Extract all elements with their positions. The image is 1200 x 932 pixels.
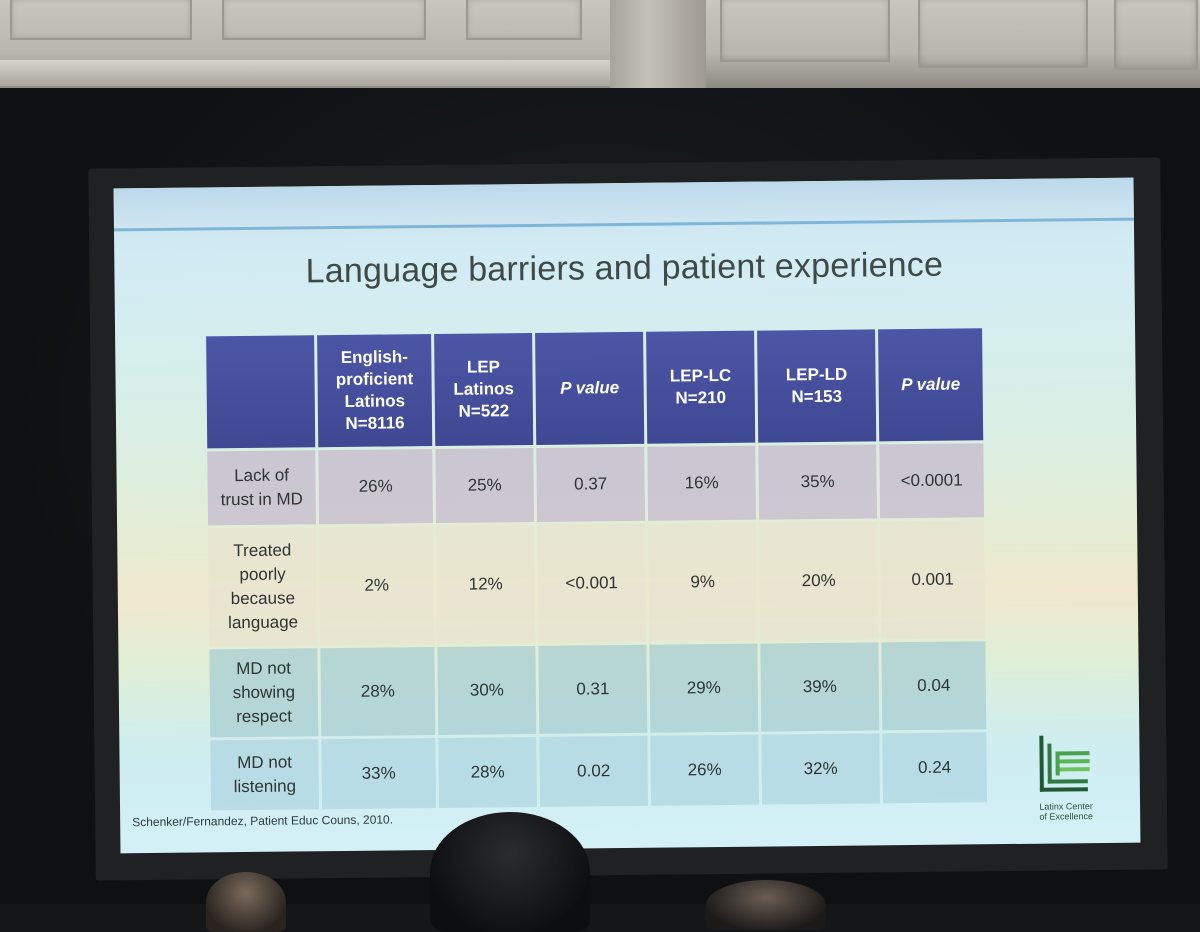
table-cell: 12% — [436, 524, 536, 644]
citation: Schenker/Fernandez, Patient Educ Couns, … — [132, 812, 394, 830]
header-label: LEP Latinos N=522 — [453, 357, 514, 421]
header-label: English- proficient Latinos N=8116 — [335, 347, 414, 433]
table-cell: 32% — [761, 733, 881, 805]
header-label: LEP-LD N=153 — [785, 364, 848, 407]
row-label: Treated poorly because language — [208, 527, 318, 647]
table-cell: 0.31 — [538, 644, 648, 734]
row-label-text: Treated poorly because language — [228, 540, 299, 633]
row-label: Lack of trust in MD — [207, 450, 317, 526]
row-label: MD not showing respect — [209, 648, 319, 738]
table-cell-highlight: 16% — [647, 445, 757, 521]
table-cell-highlight: 35% — [758, 444, 878, 520]
audience-head — [206, 872, 286, 932]
header-cell: P value — [878, 328, 984, 442]
wall-panel — [222, 0, 426, 40]
row-label-text: MD not showing respect — [232, 658, 296, 727]
table-cell-highlight: 39% — [760, 642, 880, 732]
table-cell-highlight: 0.001 — [880, 520, 986, 640]
row-label-text: MD not listening — [233, 752, 297, 797]
logo-text: Latinx Center of Excellence — [1039, 801, 1093, 822]
table-cell-highlight: 29% — [649, 643, 759, 733]
header-label: P value — [560, 378, 620, 398]
table-row: MD not listening 33% 28% 0.02 26% 32% 0.… — [210, 732, 988, 811]
header-cell-empty — [206, 335, 316, 449]
wall-panel — [1114, 0, 1198, 70]
header-label: LEP-LC N=210 — [669, 365, 732, 408]
table-header-row: English- proficient Latinos N=8116 LEP L… — [206, 328, 984, 449]
audience-head — [706, 880, 826, 930]
table-cell: 0.24 — [882, 732, 988, 804]
table-row: Lack of trust in MD 26% 25% 0.37 16% 35%… — [207, 443, 985, 526]
table-cell-highlight: 20% — [759, 521, 879, 641]
table-cell: 28% — [438, 736, 538, 808]
table-cell: 0.37 — [536, 446, 646, 522]
wall-molding — [0, 60, 610, 86]
wall-panel — [720, 0, 890, 62]
table-cell: <0.001 — [537, 523, 647, 643]
slide-title: Language barriers and patient experience — [305, 245, 944, 291]
wall-panel — [918, 0, 1088, 68]
table-cell: 26% — [318, 449, 434, 525]
table-row: MD not showing respect 28% 30% 0.31 29% … — [209, 641, 987, 738]
bars-logo-icon — [1039, 735, 1090, 792]
table-cell: 30% — [437, 645, 537, 735]
header-cell: P value — [535, 331, 645, 445]
audience-head — [430, 812, 590, 932]
table-cell-highlight: <0.0001 — [879, 443, 985, 519]
table-cell: 25% — [435, 447, 535, 523]
header-cell: LEP-LC N=210 — [646, 330, 756, 444]
latinx-center-logo: Latinx Center of Excellence — [1025, 733, 1106, 826]
header-cell: English- proficient Latinos N=8116 — [317, 334, 433, 448]
row-label: MD not listening — [210, 739, 320, 811]
table-cell: 2% — [319, 526, 435, 646]
row-label-text: Lack of trust in MD — [220, 465, 304, 510]
wall-panel — [466, 0, 582, 40]
wall-panel — [10, 0, 192, 40]
table-cell: 26% — [650, 734, 760, 806]
header-cell: LEP-LD N=153 — [757, 329, 877, 443]
table-cell-highlight: 0.04 — [881, 641, 987, 731]
wall-pillar — [610, 0, 706, 92]
table-cell: 28% — [320, 647, 436, 737]
projected-slide: Language barriers and patient experience… — [113, 177, 1141, 854]
table-cell: 33% — [321, 738, 437, 810]
table-cell: 0.02 — [539, 735, 649, 807]
header-label: P value — [901, 374, 961, 395]
header-cell: LEP Latinos N=522 — [434, 332, 534, 447]
results-table: English- proficient Latinos N=8116 LEP L… — [203, 325, 990, 813]
table-cell-highlight: 9% — [648, 522, 758, 642]
table-row: Treated poorly because language 2% 12% <… — [208, 520, 986, 647]
